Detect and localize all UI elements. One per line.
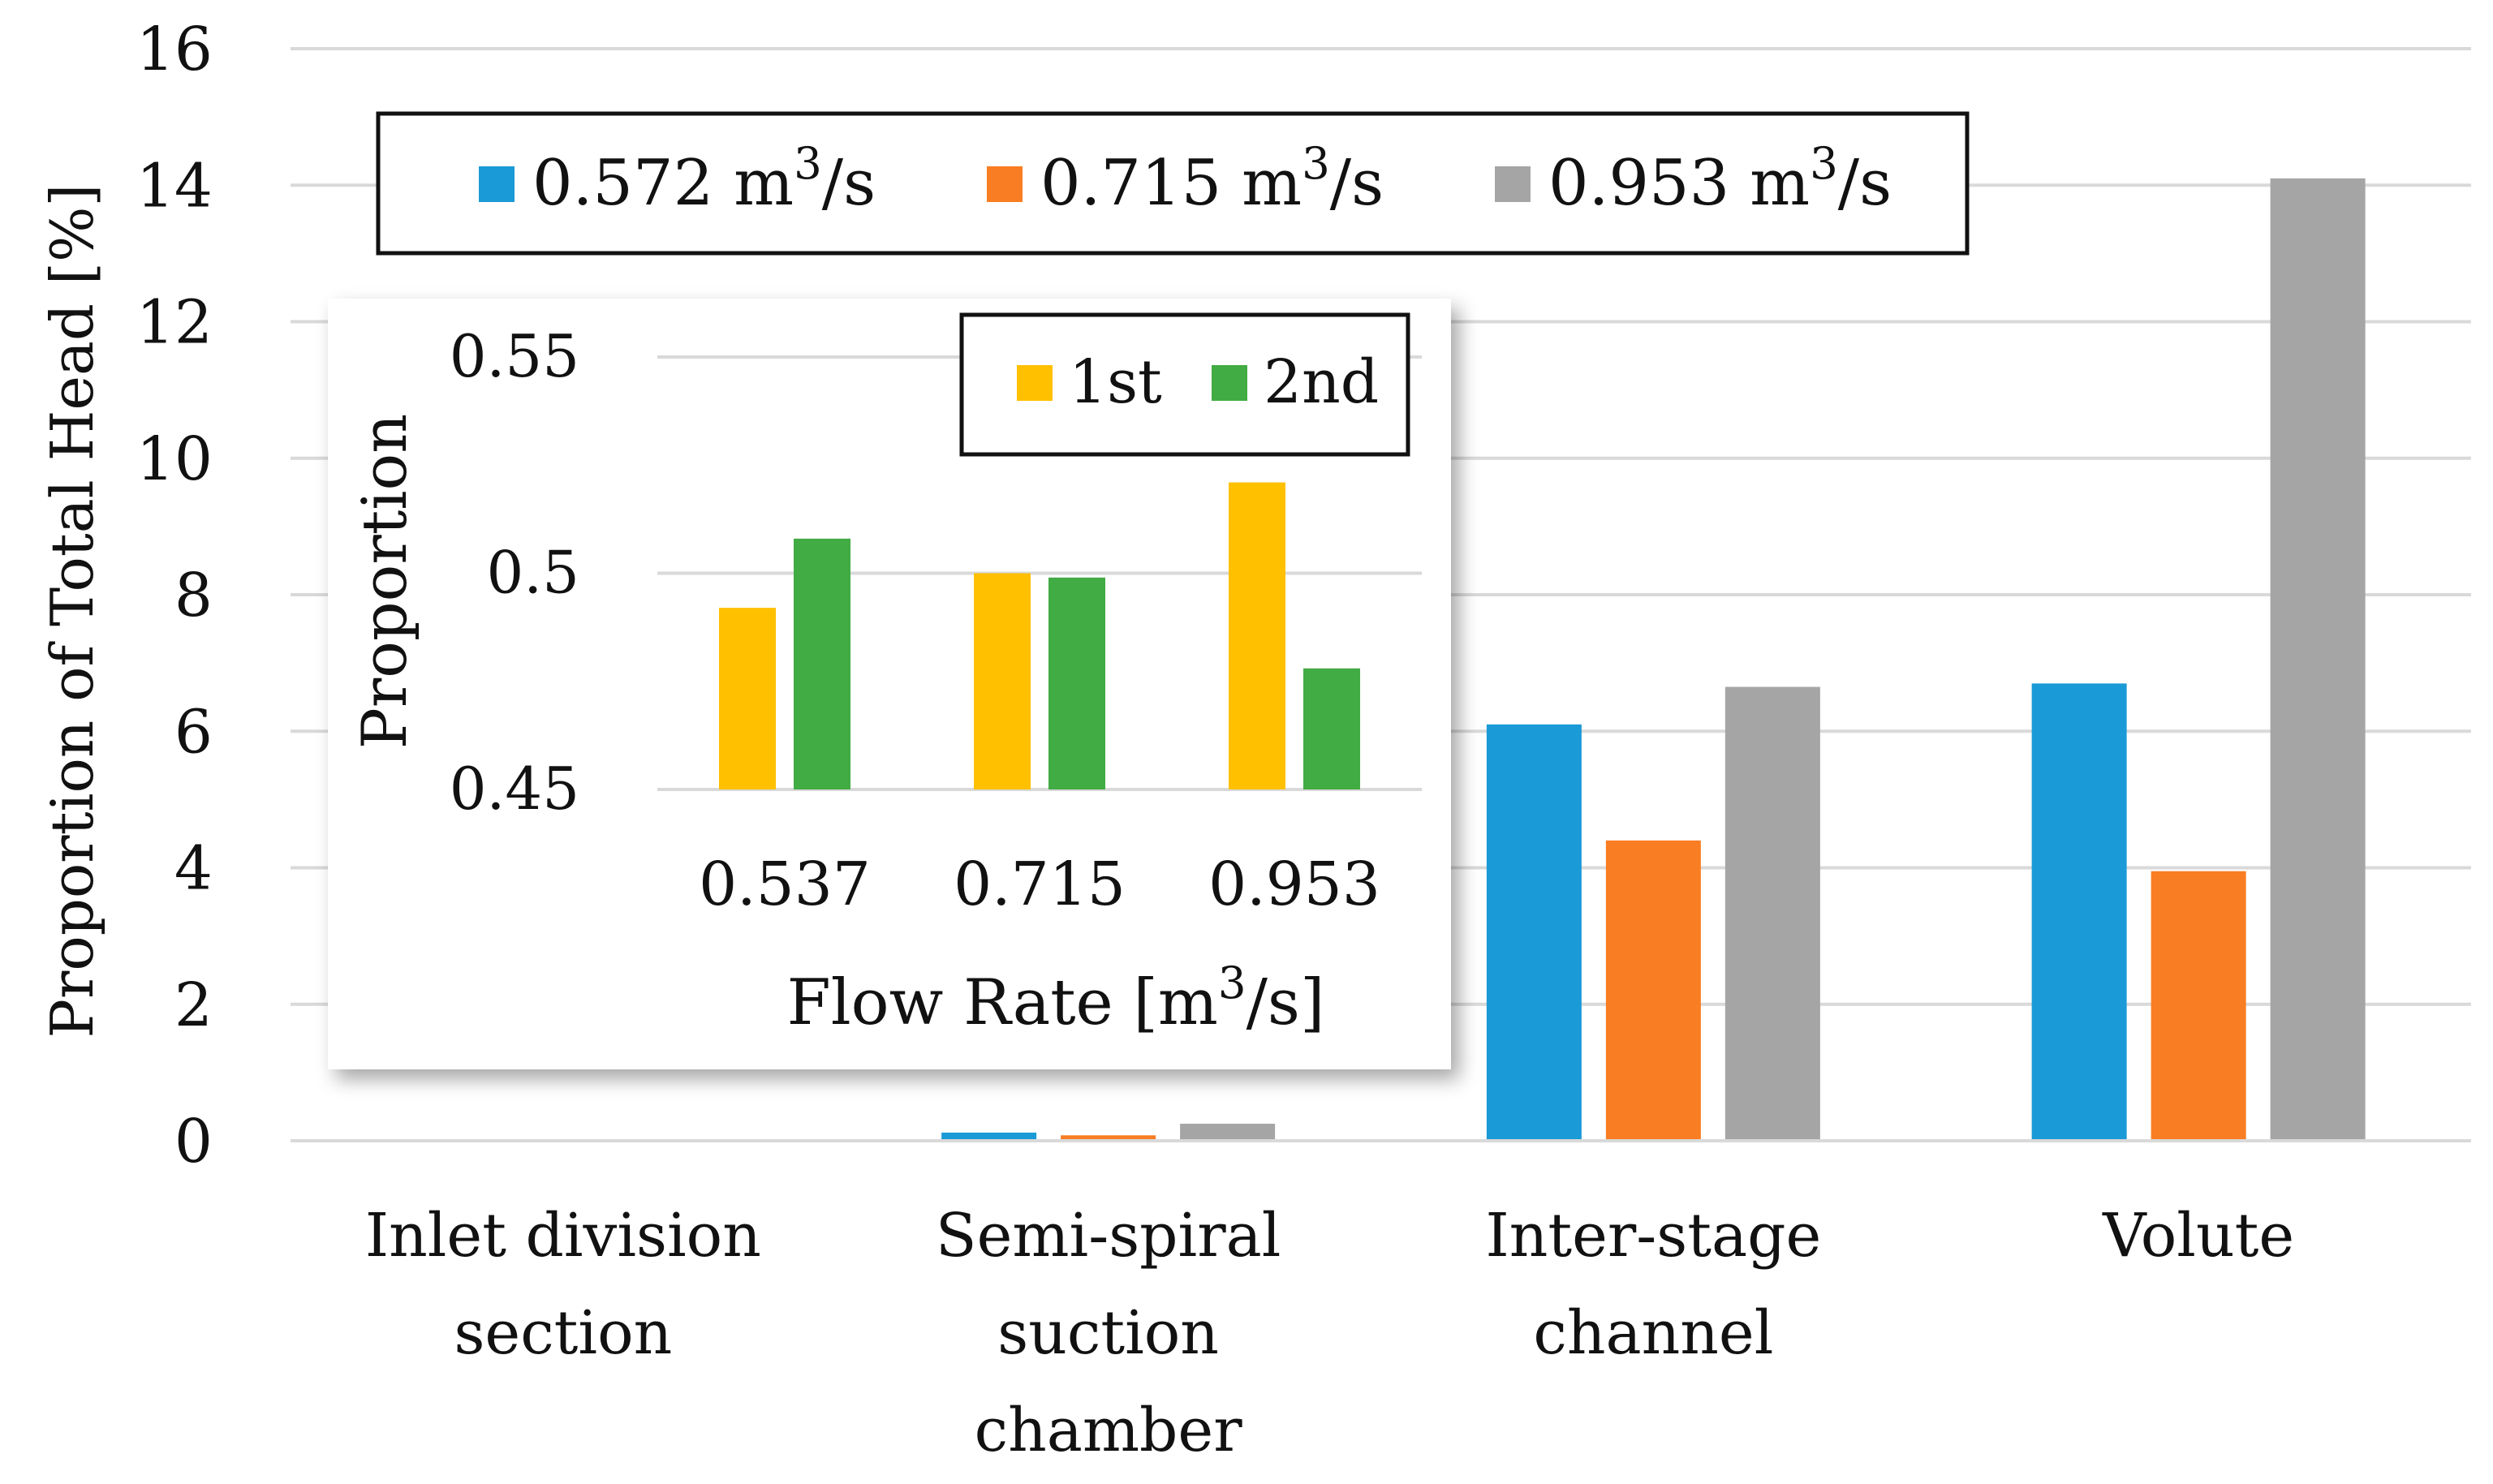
inset-y-axis-label: Proportion	[348, 414, 420, 750]
inset-y-tick-label: 0.55	[450, 322, 579, 390]
inset-bar	[974, 573, 1031, 789]
main-y-tick-label: 10	[136, 424, 213, 494]
main-y-tick-label: 6	[174, 697, 213, 767]
inset-bar	[794, 538, 850, 789]
inset-legend-label: 2nd	[1264, 347, 1379, 417]
main-y-tick-label: 2	[174, 970, 213, 1040]
main-legend-frame	[376, 111, 1970, 256]
inset-bar	[1229, 482, 1285, 789]
main-bar	[1605, 840, 1701, 1141]
main-legend-label: 0.715 m3/s	[1040, 137, 1384, 220]
main-bar	[1486, 724, 1582, 1141]
main-y-tick-label: 14	[136, 151, 213, 221]
main-y-axis-label: Proportion of Total Head [%]	[38, 184, 106, 1039]
inset-x-tick-label: 0.537	[699, 850, 871, 919]
main-legend-swatch	[987, 166, 1023, 202]
main-x-tick-label: Semi-spiral suction chamber	[936, 1201, 1281, 1465]
main-bar	[1180, 1123, 1276, 1141]
inset-y-tick-label: 0.45	[450, 755, 579, 823]
main-x-tick-label: Volute	[2102, 1201, 2294, 1271]
inset-bar	[719, 608, 776, 789]
main-y-tick-label: 4	[174, 834, 213, 904]
main-legend: 0.572 m3/s 0.715 m3/s 0.953 m3/s	[376, 111, 1970, 256]
main-y-tick-label: 8	[174, 561, 213, 630]
inset-x-axis-label: Flow Rate [m3/s]	[787, 957, 1325, 1039]
inset-bar	[1303, 668, 1360, 789]
main-y-tick-label: 12	[136, 288, 213, 358]
inset-y-tick-label: 0.5	[486, 539, 579, 607]
main-bar	[2031, 683, 2127, 1141]
inset-legend-label: 1st	[1069, 347, 1162, 417]
main-bar	[2151, 871, 2246, 1141]
main-y-tick-label: 16	[136, 15, 213, 84]
inset-legend: 1st 2nd	[959, 312, 1410, 457]
main-bar	[2270, 178, 2366, 1141]
main-legend-label: 0.572 m3/s	[532, 137, 876, 220]
main-legend-swatch	[479, 166, 515, 202]
main-x-tick-label: Inter-stage channel	[1485, 1201, 1821, 1368]
main-y-tick-label: 0	[174, 1107, 213, 1176]
main-x-tick-label: Inlet division section	[365, 1201, 761, 1368]
inset-x-tick-label: 0.953	[1208, 850, 1380, 919]
main-legend-swatch	[1495, 166, 1531, 202]
main-bar	[1061, 1135, 1156, 1141]
inset-legend-swatch	[1212, 365, 1247, 401]
inset-legend-swatch	[1017, 365, 1053, 401]
inset-chart: 0.45 0.5 0.55 Proportion 0.537 0.715 0.953 Flow…	[328, 299, 1451, 1069]
main-bar	[941, 1132, 1037, 1141]
inset-bar	[1048, 577, 1105, 789]
main-bar	[1724, 686, 1820, 1141]
main-legend-label: 0.953 m3/s	[1548, 137, 1892, 220]
inset-x-tick-label: 0.715	[954, 850, 1126, 919]
